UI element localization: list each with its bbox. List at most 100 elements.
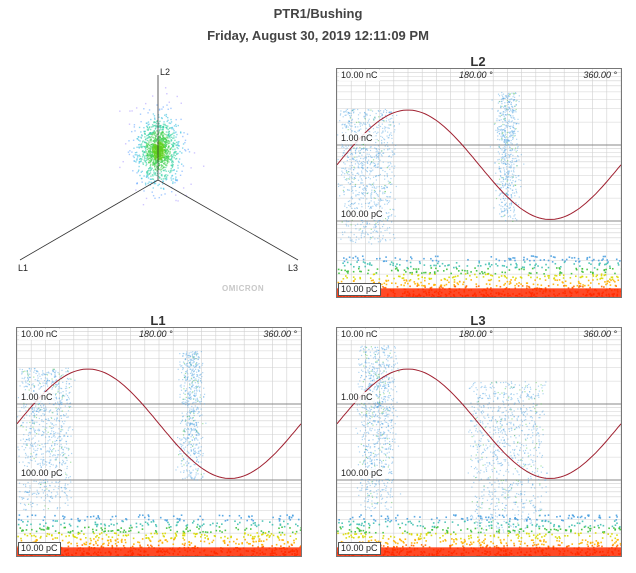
triaxial-point (175, 157, 178, 160)
pd-point (499, 170, 501, 172)
noise-point (525, 282, 528, 285)
pd-point (511, 131, 514, 133)
noise-point (593, 267, 596, 269)
triaxial-point (149, 148, 151, 150)
pd-point (508, 155, 511, 157)
pd-point (374, 190, 376, 192)
pd-point (507, 93, 509, 95)
pd-point (362, 158, 364, 160)
triaxial-point (174, 154, 177, 157)
noise-point (437, 255, 439, 258)
noise-point (183, 519, 185, 522)
pd-point (361, 206, 363, 208)
triaxial-point (153, 182, 155, 185)
noise-point (183, 539, 186, 541)
pd-point (361, 203, 363, 205)
noise-point (79, 519, 81, 522)
noise-point (617, 276, 619, 279)
noise-point (67, 542, 69, 544)
triaxial-point (175, 199, 177, 202)
noise-point (107, 539, 110, 542)
pd-point (502, 177, 504, 179)
pd-point (355, 195, 357, 197)
triaxial-point (149, 157, 151, 160)
noise-point (139, 523, 142, 525)
pd-point (351, 190, 353, 192)
noise-point (509, 280, 511, 283)
noise-point (236, 538, 238, 541)
triaxial-point (177, 124, 179, 127)
triaxial-point (154, 159, 156, 161)
pd-point (359, 112, 361, 114)
triaxial-point (152, 125, 154, 128)
triaxial-point (160, 160, 163, 162)
pd-point (394, 129, 396, 131)
noise-point (127, 534, 130, 536)
triaxial-point (147, 121, 150, 123)
noise-point (224, 520, 227, 522)
triaxial-point (154, 155, 157, 157)
pd-point (50, 427, 52, 429)
pd-point (362, 143, 365, 146)
triaxial-point (157, 145, 160, 147)
noise-point (212, 539, 215, 542)
pd-point (507, 125, 509, 127)
pd-point (357, 172, 359, 174)
triaxial-point (170, 155, 172, 157)
pd-point (349, 158, 351, 161)
noise-point (372, 279, 374, 282)
noise-point (556, 284, 559, 286)
triaxial-point (177, 144, 179, 146)
pd-point (504, 153, 506, 155)
noise-point (239, 521, 241, 524)
pd-point (34, 432, 36, 434)
triaxial-point (157, 141, 160, 144)
pd-point (381, 167, 383, 169)
pd-point (517, 204, 520, 206)
noise-point (117, 541, 119, 543)
noise-point (515, 262, 517, 265)
noise-point (503, 265, 506, 267)
noise-point (409, 279, 412, 281)
triaxial-point (161, 132, 163, 134)
noise-point (344, 269, 346, 272)
pd-point (389, 208, 391, 211)
pd-point (497, 135, 499, 137)
pd-point (384, 217, 387, 220)
triaxial-point (155, 146, 157, 148)
pd-point (510, 98, 512, 100)
noise-point (35, 540, 38, 542)
pd-point (383, 138, 385, 140)
pd-point (374, 147, 376, 149)
pd-point (351, 188, 353, 190)
triaxial-point (150, 156, 152, 158)
pd-point (387, 148, 389, 150)
pd-point (515, 92, 517, 94)
pd-point (386, 219, 388, 221)
pd-point (361, 167, 364, 169)
pd-point (349, 176, 351, 178)
pd-point (358, 203, 360, 205)
triaxial-point (156, 150, 158, 152)
pd-point (375, 135, 377, 137)
triaxial-point (151, 156, 154, 158)
noise-point (45, 535, 48, 537)
noise-point (184, 542, 186, 545)
pd-point (503, 167, 505, 169)
triaxial-point (150, 181, 152, 183)
pd-point (346, 155, 349, 157)
pd-point (384, 188, 386, 190)
noise-point (54, 514, 56, 517)
triaxial-point (148, 161, 151, 163)
pd-point (501, 105, 503, 108)
noise-point (174, 536, 176, 539)
pd-point (362, 174, 364, 176)
pd-point (502, 97, 504, 100)
pd-point (511, 148, 513, 150)
noise-point (289, 519, 292, 521)
noise-point (482, 272, 484, 275)
triaxial-point (181, 147, 184, 149)
triaxial-point (168, 101, 170, 103)
pd-point (25, 406, 27, 408)
pd-point (53, 396, 56, 399)
